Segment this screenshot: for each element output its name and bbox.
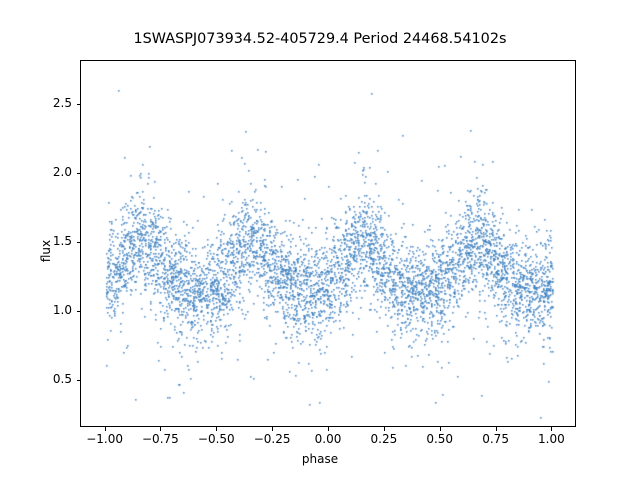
x-tick-mark — [160, 427, 162, 431]
x-tick-mark — [439, 427, 441, 431]
x-tick-mark — [495, 427, 497, 431]
x-tick-label: −0.50 — [197, 432, 235, 446]
y-tick-label: 2.5 — [52, 96, 72, 111]
y-tick-mark — [76, 104, 80, 106]
y-tick-mark — [76, 173, 80, 175]
x-tick-label: 0.00 — [314, 432, 342, 446]
y-tick-mark — [76, 242, 80, 244]
x-tick-label: −0.25 — [253, 432, 291, 446]
plot-axes-area — [80, 60, 576, 427]
x-tick-label: 0.50 — [426, 432, 454, 446]
x-axis-label: phase — [301, 452, 339, 466]
y-tick-label: 1.0 — [52, 303, 72, 318]
y-tick-label: 1.5 — [52, 234, 72, 249]
x-tick-mark — [216, 427, 218, 431]
page-title: 1SWASPJ073934.52-405729.4 Period 24468.5… — [133, 31, 507, 47]
x-tick-label: 0.75 — [482, 432, 509, 446]
x-tick-label: −1.00 — [86, 432, 123, 446]
y-tick-mark — [76, 311, 80, 313]
y-axis-label: flux — [39, 239, 53, 263]
x-tick-label: 1.00 — [538, 432, 565, 446]
y-tick-label: 0.5 — [52, 372, 72, 387]
x-tick-mark — [272, 427, 274, 431]
x-tick-label: 0.25 — [370, 432, 398, 446]
y-tick-mark — [76, 380, 80, 382]
x-tick-mark — [104, 427, 106, 431]
x-tick-mark — [383, 427, 385, 431]
scatter-plot-points — [81, 61, 575, 426]
y-tick-label: 2.0 — [52, 165, 72, 180]
x-tick-mark — [551, 427, 553, 431]
x-tick-mark — [328, 427, 329, 431]
x-tick-label: −0.75 — [142, 432, 179, 446]
